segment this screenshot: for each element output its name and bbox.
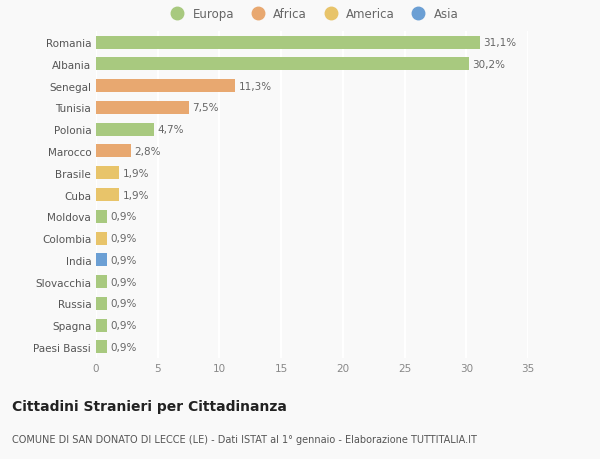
Bar: [96, 189, 119, 202]
Bar: [96, 319, 107, 332]
Bar: [96, 297, 107, 310]
Text: 0,9%: 0,9%: [111, 320, 137, 330]
Bar: [96, 36, 480, 50]
Bar: [96, 123, 154, 136]
Text: 1,9%: 1,9%: [123, 190, 149, 200]
Text: 7,5%: 7,5%: [192, 103, 219, 113]
Bar: [96, 80, 235, 93]
Text: 0,9%: 0,9%: [111, 212, 137, 222]
Text: 0,9%: 0,9%: [111, 299, 137, 309]
Text: 11,3%: 11,3%: [239, 81, 272, 91]
Bar: [96, 58, 469, 71]
Bar: [96, 101, 188, 115]
Legend: Europa, Africa, America, Asia: Europa, Africa, America, Asia: [163, 6, 461, 23]
Text: COMUNE DI SAN DONATO DI LECCE (LE) - Dati ISTAT al 1° gennaio - Elaborazione TUT: COMUNE DI SAN DONATO DI LECCE (LE) - Dat…: [12, 434, 477, 444]
Text: 2,8%: 2,8%: [134, 146, 161, 157]
Text: 30,2%: 30,2%: [472, 60, 505, 70]
Bar: [96, 275, 107, 289]
Text: 0,9%: 0,9%: [111, 277, 137, 287]
Bar: [96, 232, 107, 245]
Text: 0,9%: 0,9%: [111, 255, 137, 265]
Bar: [96, 254, 107, 267]
Bar: [96, 210, 107, 224]
Bar: [96, 341, 107, 354]
Text: 0,9%: 0,9%: [111, 234, 137, 244]
Bar: [96, 145, 131, 158]
Text: Cittadini Stranieri per Cittadinanza: Cittadini Stranieri per Cittadinanza: [12, 399, 287, 413]
Text: 1,9%: 1,9%: [123, 168, 149, 179]
Bar: [96, 167, 119, 180]
Text: 0,9%: 0,9%: [111, 342, 137, 352]
Text: 31,1%: 31,1%: [484, 38, 517, 48]
Text: 4,7%: 4,7%: [158, 125, 184, 135]
